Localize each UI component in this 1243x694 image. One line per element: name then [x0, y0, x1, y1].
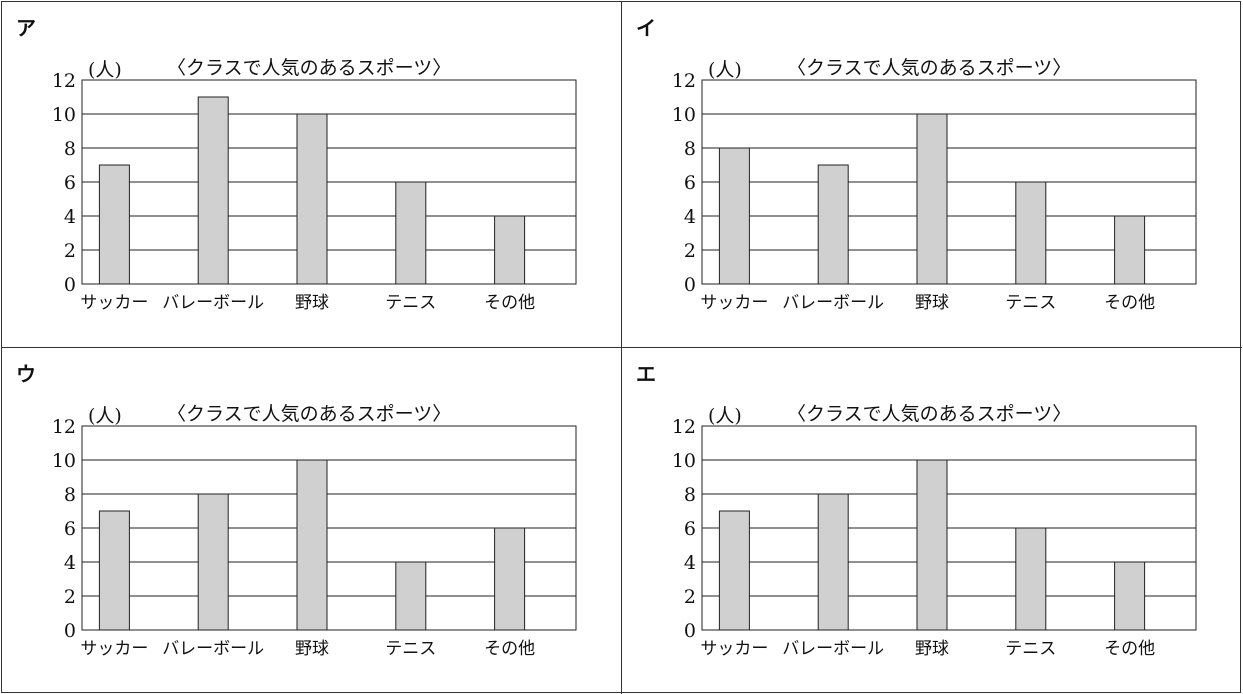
x-tick-label: その他	[1104, 293, 1155, 313]
y-tick-label: 6	[684, 172, 696, 194]
choice-label: ウ	[16, 362, 36, 386]
bar	[718, 147, 750, 285]
x-tick-label: テニス	[1005, 293, 1056, 313]
bar	[197, 493, 229, 631]
x-tick-label: サッカー	[700, 293, 768, 313]
chart-title: 〈クラスで人気のあるスポーツ〉	[167, 57, 451, 79]
bar	[395, 561, 427, 631]
bar-chart: 0 2 4 6 8 10 12 サッカー バレーボール 野球 テニス その他 (人) 〈クラスで人気のある…	[52, 57, 577, 313]
bar	[916, 113, 948, 285]
y-tick-label: 4	[684, 552, 696, 574]
y-tick-label: 6	[684, 518, 696, 540]
y-tick-label: 2	[64, 240, 76, 262]
y-tick-label: 0	[684, 620, 696, 642]
x-tick-label: 野球	[295, 293, 329, 313]
chart-title: 〈クラスで人気のあるスポーツ〉	[167, 403, 451, 425]
y-tick-label: 12	[672, 70, 696, 92]
choice-panel-i: イ 0 2 4 6 8 10 12 サッカー バレーボール 野球 テニス その他 (人) 〈クラスで人気の…	[622, 2, 1242, 348]
x-tick-label: テニス	[385, 639, 436, 659]
bar	[296, 113, 328, 285]
bar	[494, 215, 526, 285]
x-tick-label: その他	[1104, 639, 1155, 659]
bar	[1114, 215, 1146, 285]
choice-label: エ	[636, 362, 656, 386]
y-tick-label: 0	[64, 620, 76, 642]
x-tick-label: サッカー	[80, 639, 148, 659]
x-tick-label: サッカー	[700, 639, 768, 659]
bar	[1015, 527, 1047, 631]
y-tick-label: 10	[52, 104, 76, 126]
y-tick-label: 0	[684, 274, 696, 296]
y-tick-label: 10	[672, 104, 696, 126]
bar	[1114, 561, 1146, 631]
chart-title: 〈クラスで人気のあるスポーツ〉	[787, 403, 1071, 425]
y-tick-label: 8	[64, 138, 76, 160]
y-axis-unit-label: (人)	[708, 405, 742, 427]
bar-chart: 0 2 4 6 8 10 12 サッカー バレーボール 野球 テニス その他 (人) 〈クラスで人気のある…	[672, 57, 1197, 313]
x-tick-label: バレーボール	[162, 293, 264, 313]
bar	[1015, 181, 1047, 285]
y-tick-label: 2	[684, 240, 696, 262]
y-tick-label: 10	[52, 450, 76, 472]
y-tick-label: 12	[52, 70, 76, 92]
y-axis-unit-label: (人)	[88, 405, 122, 427]
bar	[395, 181, 427, 285]
bar	[817, 493, 849, 631]
y-axis-unit-label: (人)	[708, 59, 742, 81]
x-tick-label: 野球	[915, 639, 949, 659]
bar	[98, 510, 130, 631]
y-tick-label: 6	[64, 172, 76, 194]
y-tick-label: 6	[64, 518, 76, 540]
x-tick-label: その他	[484, 639, 535, 659]
y-tick-label: 12	[52, 416, 76, 438]
y-tick-label: 8	[684, 484, 696, 506]
plot-frame	[81, 425, 577, 631]
choice-panel-a: ア 0 2 4 6 8 10 12 サッカー バレーボール 野球 テニス その他 (人) 〈クラスで人気の…	[2, 2, 622, 348]
choice-panel-u: ウ 0 2 4 6 8 10 12 サッカー バレーボール 野球 テニス その他 (人) 〈クラスで人気の…	[2, 348, 622, 694]
x-tick-label: 野球	[915, 293, 949, 313]
bar	[98, 164, 130, 285]
y-tick-label: 10	[672, 450, 696, 472]
y-tick-label: 2	[684, 586, 696, 608]
y-tick-label: 4	[64, 552, 76, 574]
x-tick-label: テニス	[1005, 639, 1056, 659]
bar	[817, 164, 849, 285]
bar-chart: 0 2 4 6 8 10 12 サッカー バレーボール 野球 テニス その他 (人) 〈クラスで人気のある…	[52, 403, 577, 659]
y-tick-label: 8	[64, 484, 76, 506]
bar	[718, 510, 750, 631]
bar	[494, 527, 526, 631]
plot-frame	[701, 425, 1197, 631]
x-tick-label: バレーボール	[782, 639, 884, 659]
x-tick-label: 野球	[295, 639, 329, 659]
y-tick-label: 0	[64, 274, 76, 296]
y-tick-label: 2	[64, 586, 76, 608]
x-tick-label: バレーボール	[782, 293, 884, 313]
y-tick-label: 12	[672, 416, 696, 438]
chart-title: 〈クラスで人気のあるスポーツ〉	[787, 57, 1071, 79]
bar	[916, 459, 948, 631]
plot-frame	[81, 79, 577, 285]
bar-chart: 0 2 4 6 8 10 12 サッカー バレーボール 野球 テニス その他 (人) 〈クラスで人気のある…	[672, 403, 1197, 659]
y-tick-label: 4	[684, 206, 696, 228]
y-tick-label: 4	[64, 206, 76, 228]
x-tick-label: バレーボール	[162, 639, 264, 659]
bar	[197, 96, 229, 285]
choice-label: ア	[16, 16, 36, 40]
bar	[296, 459, 328, 631]
y-tick-label: 8	[684, 138, 696, 160]
y-axis-unit-label: (人)	[88, 59, 122, 81]
plot-frame	[701, 79, 1197, 285]
choice-label: イ	[636, 16, 656, 40]
choice-panel-e: エ 0 2 4 6 8 10 12 サッカー バレーボール 野球 テニス その他 (人) 〈クラスで人気の…	[622, 348, 1242, 694]
x-tick-label: その他	[484, 293, 535, 313]
x-tick-label: サッカー	[80, 293, 148, 313]
x-tick-label: テニス	[385, 293, 436, 313]
